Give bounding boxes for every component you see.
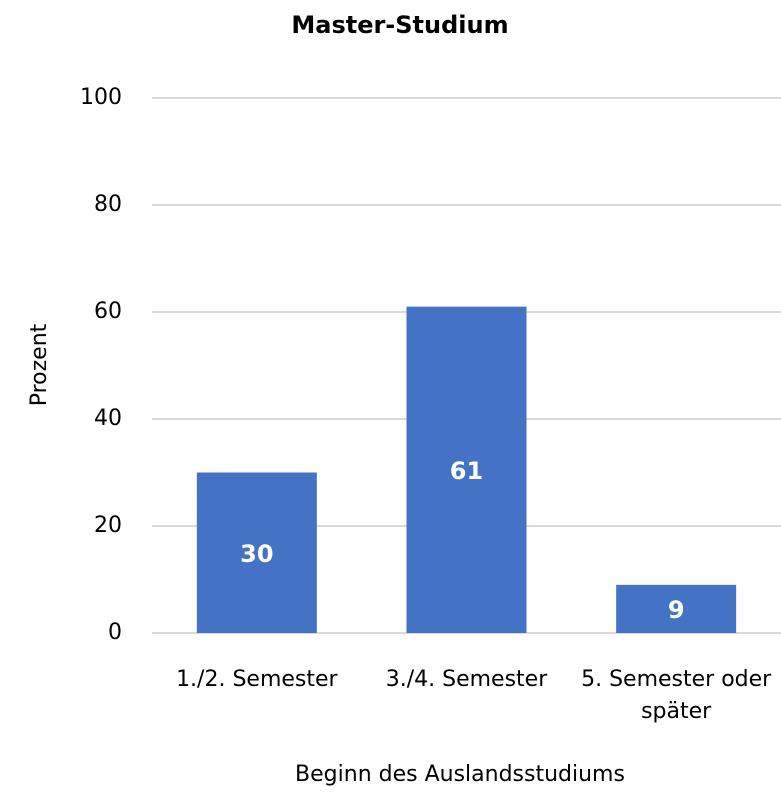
bar bbox=[196, 472, 317, 633]
y-tick-label: 60 bbox=[94, 299, 122, 324]
chart-title: Master-Studium bbox=[291, 11, 508, 39]
y-axis-title: Prozent bbox=[27, 323, 52, 406]
data-label: 30 bbox=[240, 540, 273, 568]
y-tick-label: 100 bbox=[80, 85, 122, 110]
y-tick-label: 80 bbox=[94, 192, 122, 217]
x-tick-label: 3./4. Semester bbox=[385, 667, 548, 692]
data-label: 9 bbox=[668, 596, 685, 624]
data-label: 61 bbox=[450, 457, 483, 485]
y-tick-label: 20 bbox=[94, 513, 122, 538]
x-tick-label: 1./2. Semester bbox=[176, 667, 338, 692]
x-tick-label: 5. Semester oder später bbox=[581, 667, 772, 724]
x-axis-title: Beginn des Auslandsstudiums bbox=[295, 762, 625, 787]
y-tick-label: 0 bbox=[108, 620, 122, 645]
bar bbox=[406, 306, 527, 633]
bar bbox=[616, 584, 737, 633]
y-tick-label: 40 bbox=[94, 406, 122, 431]
